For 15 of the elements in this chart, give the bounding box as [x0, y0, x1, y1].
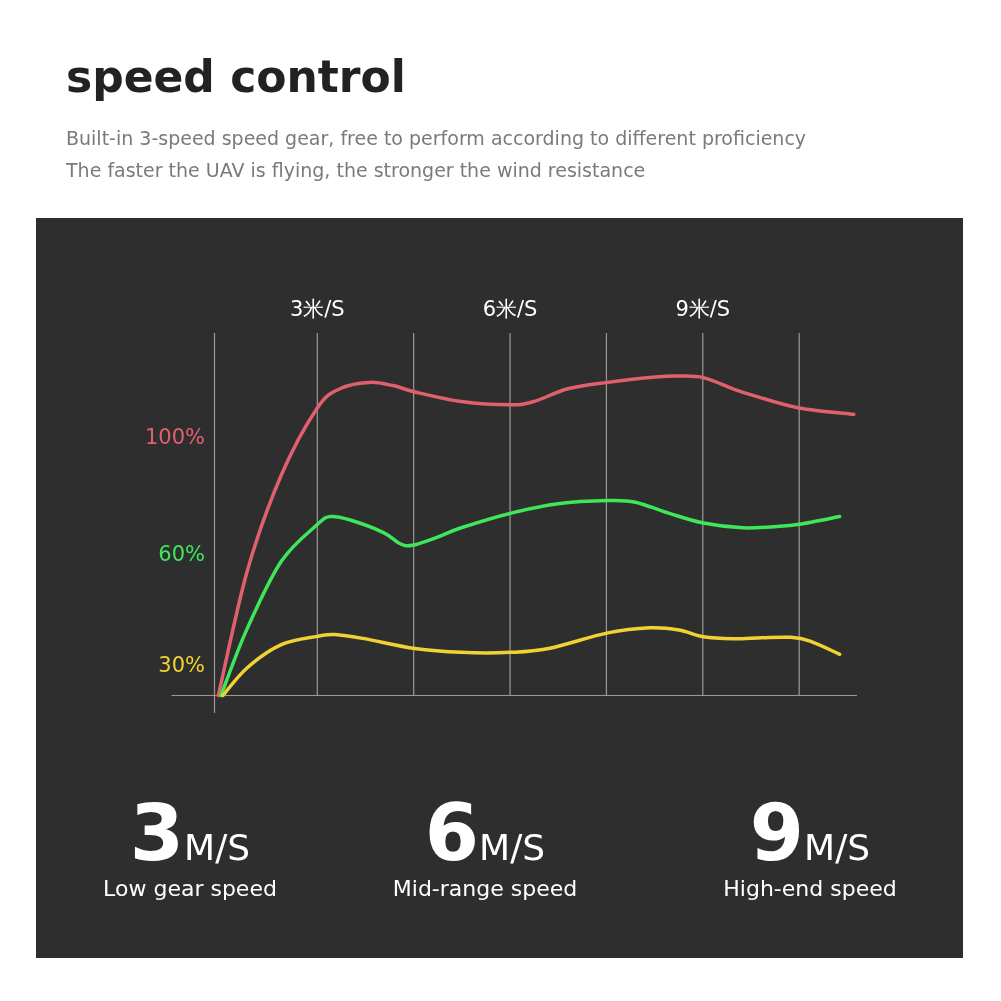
text: High-end speed: [723, 876, 897, 901]
x-tick-label: 6米/S: [482, 297, 538, 321]
text: The faster the UAV is flying, the stronger the wind resistance: [65, 159, 646, 181]
chart-title: speed control: [66, 51, 406, 102]
text: 100%: [144, 424, 205, 449]
series-label: 30%: [158, 653, 205, 678]
text: 6M/S: [424, 788, 546, 878]
x-tick-label: 3米/S: [289, 297, 345, 321]
x-tick-label: 9米/S: [675, 297, 731, 321]
text: 3M/S: [129, 788, 251, 878]
chart-subtitle: Built-in 3-speed speed gear, free to perform according to different proficiency: [66, 127, 807, 149]
text: 9M/S: [749, 788, 871, 878]
text: Low gear speed: [103, 876, 277, 901]
text: 60%: [158, 541, 205, 566]
text: Mid-range speed: [392, 876, 578, 901]
